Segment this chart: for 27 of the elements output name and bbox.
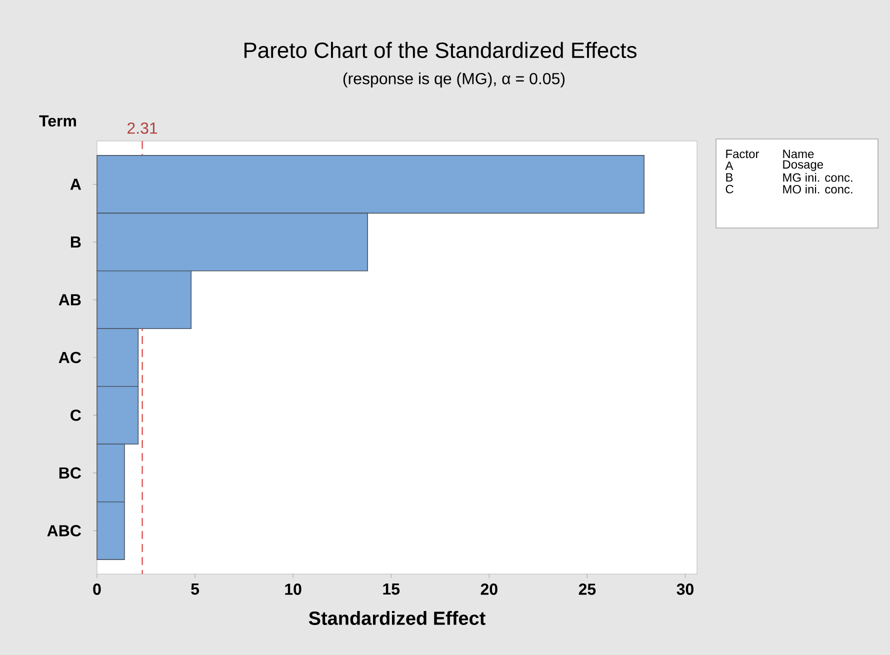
y-axis-title: Term — [39, 115, 76, 127]
x-axis-title: Standardized Effect — [308, 611, 486, 625]
text: Dosage — [783, 160, 824, 172]
text: MG ini. conc. — [783, 172, 852, 182]
x-tick-label: 20 — [480, 584, 498, 595]
y-tick-label: BC — [59, 467, 82, 479]
text: B — [726, 173, 733, 182]
text: A — [725, 162, 734, 170]
text: C — [726, 184, 734, 194]
x-tick-label: 30 — [676, 584, 694, 595]
y-tick-label: A — [70, 178, 82, 190]
y-tick-label: ABC — [47, 525, 82, 536]
x-tick-label: 10 — [285, 584, 302, 595]
y-tick-label: AC — [58, 352, 82, 364]
y-tick-label: B — [70, 236, 81, 248]
chart-title: Pareto Chart of the Standardized Effects — [244, 42, 637, 58]
text: Name — [783, 150, 814, 158]
x-tick-label: 0 — [93, 584, 101, 595]
text: MO ini. conc. — [783, 184, 852, 194]
y-tick-label: C — [70, 410, 82, 421]
x-tick-label: 25 — [578, 584, 596, 595]
x-tick-label: 5 — [191, 584, 200, 595]
x-tick-label: 15 — [383, 584, 400, 595]
text: Factor — [726, 150, 760, 158]
ref-line-label: 2.31 — [128, 122, 158, 134]
y-tick-label: AB — [58, 294, 81, 306]
chart-subtitle: (response is qe (MG), α = 0.05) — [343, 72, 565, 88]
